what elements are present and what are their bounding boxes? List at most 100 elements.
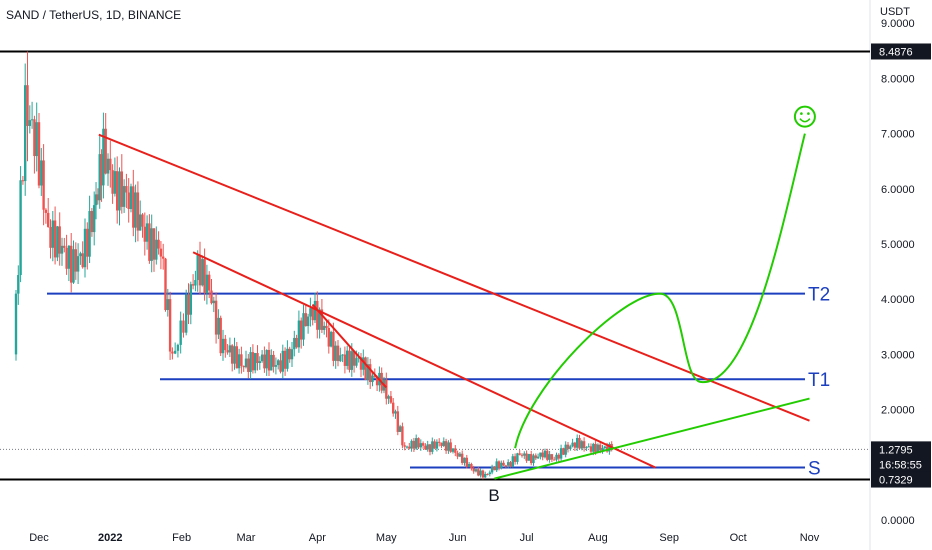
candle-body (364, 357, 367, 380)
candle-body (318, 309, 321, 330)
y-tick-label: 2.0000 (881, 405, 915, 417)
x-tick-label: Aug (588, 532, 608, 544)
candle-body (152, 228, 156, 260)
candle-body (288, 348, 291, 360)
candle-body (74, 249, 77, 272)
candle-body (428, 444, 432, 452)
candle-body (263, 354, 266, 369)
candle-body (244, 358, 248, 368)
candle-body (334, 345, 337, 361)
candle-body (189, 284, 192, 315)
candle-body (589, 446, 593, 452)
candle-body (19, 180, 22, 276)
candle-body (129, 186, 133, 210)
candle-body (297, 320, 301, 348)
candle-body (90, 211, 94, 233)
candle-body (339, 355, 342, 362)
candle-body (274, 365, 278, 367)
candle-body (166, 299, 169, 311)
level-label-t2: T2 (808, 285, 830, 306)
smiley-face (793, 105, 816, 128)
candle-body (173, 350, 177, 354)
candle-body (237, 354, 241, 369)
chart-title: SAND / TetherUS, 1D, BINANCE (6, 8, 182, 22)
candle-body (81, 253, 84, 268)
candle-body (116, 171, 119, 211)
candle-body (440, 442, 443, 446)
candle-body (33, 119, 36, 157)
candle-body (343, 354, 347, 366)
candle-body (96, 194, 100, 201)
candle-body (134, 192, 137, 228)
candle-body (580, 441, 583, 449)
candle-body (396, 411, 399, 432)
candle-body (217, 317, 220, 335)
candle-body (576, 437, 579, 448)
candle-body (155, 239, 158, 260)
candle-body (171, 351, 174, 354)
candle-body (162, 256, 165, 259)
candle-body (254, 353, 257, 371)
high-price-badge: 8.4876 (879, 46, 913, 58)
candle-body (65, 247, 68, 269)
candle-body (465, 457, 468, 467)
candle-body (35, 122, 38, 157)
x-tick-label: Apr (309, 532, 326, 544)
candle-body (546, 450, 549, 460)
candle-body (63, 245, 66, 248)
candle-body (578, 437, 581, 449)
candle-body (76, 256, 80, 272)
candle-body (233, 346, 236, 364)
y-tick-label: 6.0000 (881, 184, 915, 196)
candle-body (555, 454, 558, 460)
candle-body (320, 309, 324, 330)
candlestick-series (14, 51, 613, 480)
candle-body (281, 350, 284, 372)
candle-body (371, 375, 374, 383)
candle-body (408, 446, 411, 449)
candle-body (224, 338, 227, 351)
x-tick-label: Mar (237, 532, 256, 544)
candle-body (83, 228, 87, 268)
candle-body (534, 455, 537, 459)
candle-body (79, 253, 82, 257)
downtrend-line (192, 251, 656, 469)
candle-body (70, 245, 73, 283)
candle-body (325, 325, 328, 328)
x-tick-label: 2022 (98, 532, 122, 544)
candle-body (111, 170, 114, 194)
x-tick-label: Nov (800, 532, 820, 544)
candle-body (249, 352, 252, 372)
candle-body (313, 300, 317, 321)
high-price-badge-bg (871, 43, 931, 60)
candle-body (548, 454, 551, 460)
x-tick-label: Sep (659, 532, 679, 544)
candle-body (495, 461, 498, 471)
countdown-badge-bg (871, 456, 931, 473)
candle-body (329, 331, 333, 347)
candle-body (272, 354, 275, 367)
current-price-badge-bg (871, 441, 931, 458)
candle-body (258, 361, 261, 364)
candle-body (187, 294, 190, 315)
candle-body (454, 448, 457, 453)
candle-body (219, 317, 222, 354)
candle-body (490, 466, 494, 473)
candle-body (332, 331, 335, 361)
candle-body (435, 441, 439, 449)
candle-body (327, 327, 330, 347)
candle-body (270, 354, 273, 371)
candle-body (88, 211, 91, 257)
candle-body (316, 300, 319, 330)
candle-body (221, 338, 225, 354)
candle-body (424, 445, 427, 450)
candle-body (513, 456, 517, 462)
low-price-badge-bg (871, 471, 931, 488)
candle-body (198, 255, 202, 286)
candle-body (346, 350, 349, 366)
candle-body (504, 465, 508, 467)
candle-body (569, 446, 572, 449)
candle-body (470, 463, 473, 469)
candle-body (28, 120, 31, 126)
